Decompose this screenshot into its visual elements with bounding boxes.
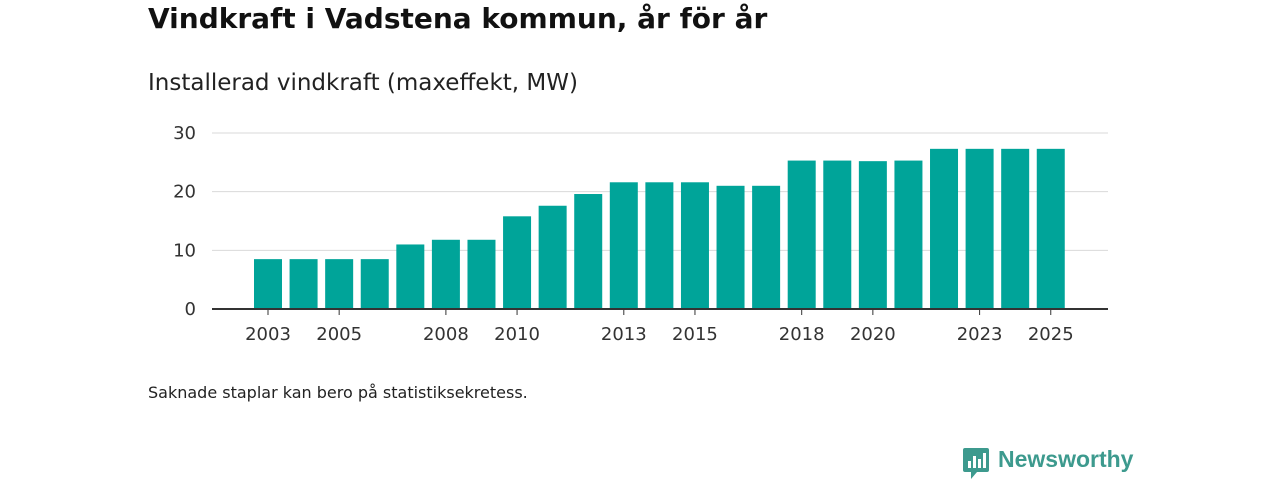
y-tick-label: 30 — [173, 123, 196, 144]
chart-subtitle: Installerad vindkraft (maxeffekt, MW) — [148, 70, 578, 96]
bar-2022 — [930, 148, 959, 309]
bar-2009 — [467, 239, 496, 309]
bar-2007 — [396, 244, 425, 309]
x-tick-label: 2023 — [957, 324, 1003, 345]
x-tick-label: 2020 — [850, 324, 896, 345]
bar-2011 — [538, 205, 567, 309]
bar-2004 — [289, 259, 318, 309]
bar-2024 — [1001, 148, 1030, 309]
axes: 0 10 20 30 2003 2005 2008 2010 2013 2015 2018 2020 2… — [173, 123, 1108, 345]
bar-2020 — [858, 161, 887, 309]
x-tick-label: 2018 — [779, 324, 825, 345]
chart-title: Vindkraft i Vadstena kommun, år för år — [148, 2, 768, 35]
bar-2018 — [787, 160, 816, 309]
x-tick-label: 2008 — [423, 324, 469, 345]
y-tick-label: 0 — [185, 299, 196, 320]
bar-2012 — [574, 194, 603, 309]
x-tick-label: 2013 — [601, 324, 647, 345]
bar-2005 — [325, 259, 354, 309]
bar-2003 — [254, 259, 282, 309]
bar-2014 — [645, 182, 674, 309]
bar-2015 — [680, 182, 709, 309]
bar-2006 — [360, 259, 389, 309]
x-tick-label: 2005 — [316, 324, 362, 345]
x-tick-label: 2003 — [245, 324, 291, 345]
bars — [254, 148, 1065, 309]
x-tick-label: 2015 — [672, 324, 718, 345]
bar-2019 — [823, 160, 852, 309]
bar-2021 — [894, 160, 923, 309]
x-tick-label: 2010 — [494, 324, 540, 345]
bar-2013 — [609, 182, 638, 309]
y-tick-label: 20 — [173, 182, 196, 203]
footnote: Saknade staplar kan bero på statistiksek… — [148, 383, 528, 402]
bar-2010 — [503, 216, 532, 309]
x-tick-label: 2025 — [1028, 324, 1074, 345]
newsworthy-brand: Newsworthy — [962, 446, 1133, 480]
bar-2025 — [1036, 148, 1065, 309]
bar-2023 — [965, 148, 994, 309]
brand-name: Newsworthy — [998, 445, 1134, 472]
bar-2008 — [431, 239, 460, 309]
newsworthy-logo-icon — [963, 448, 989, 479]
bar-2016 — [716, 185, 745, 309]
bar-2017 — [752, 185, 781, 309]
y-tick-label: 10 — [173, 240, 196, 261]
